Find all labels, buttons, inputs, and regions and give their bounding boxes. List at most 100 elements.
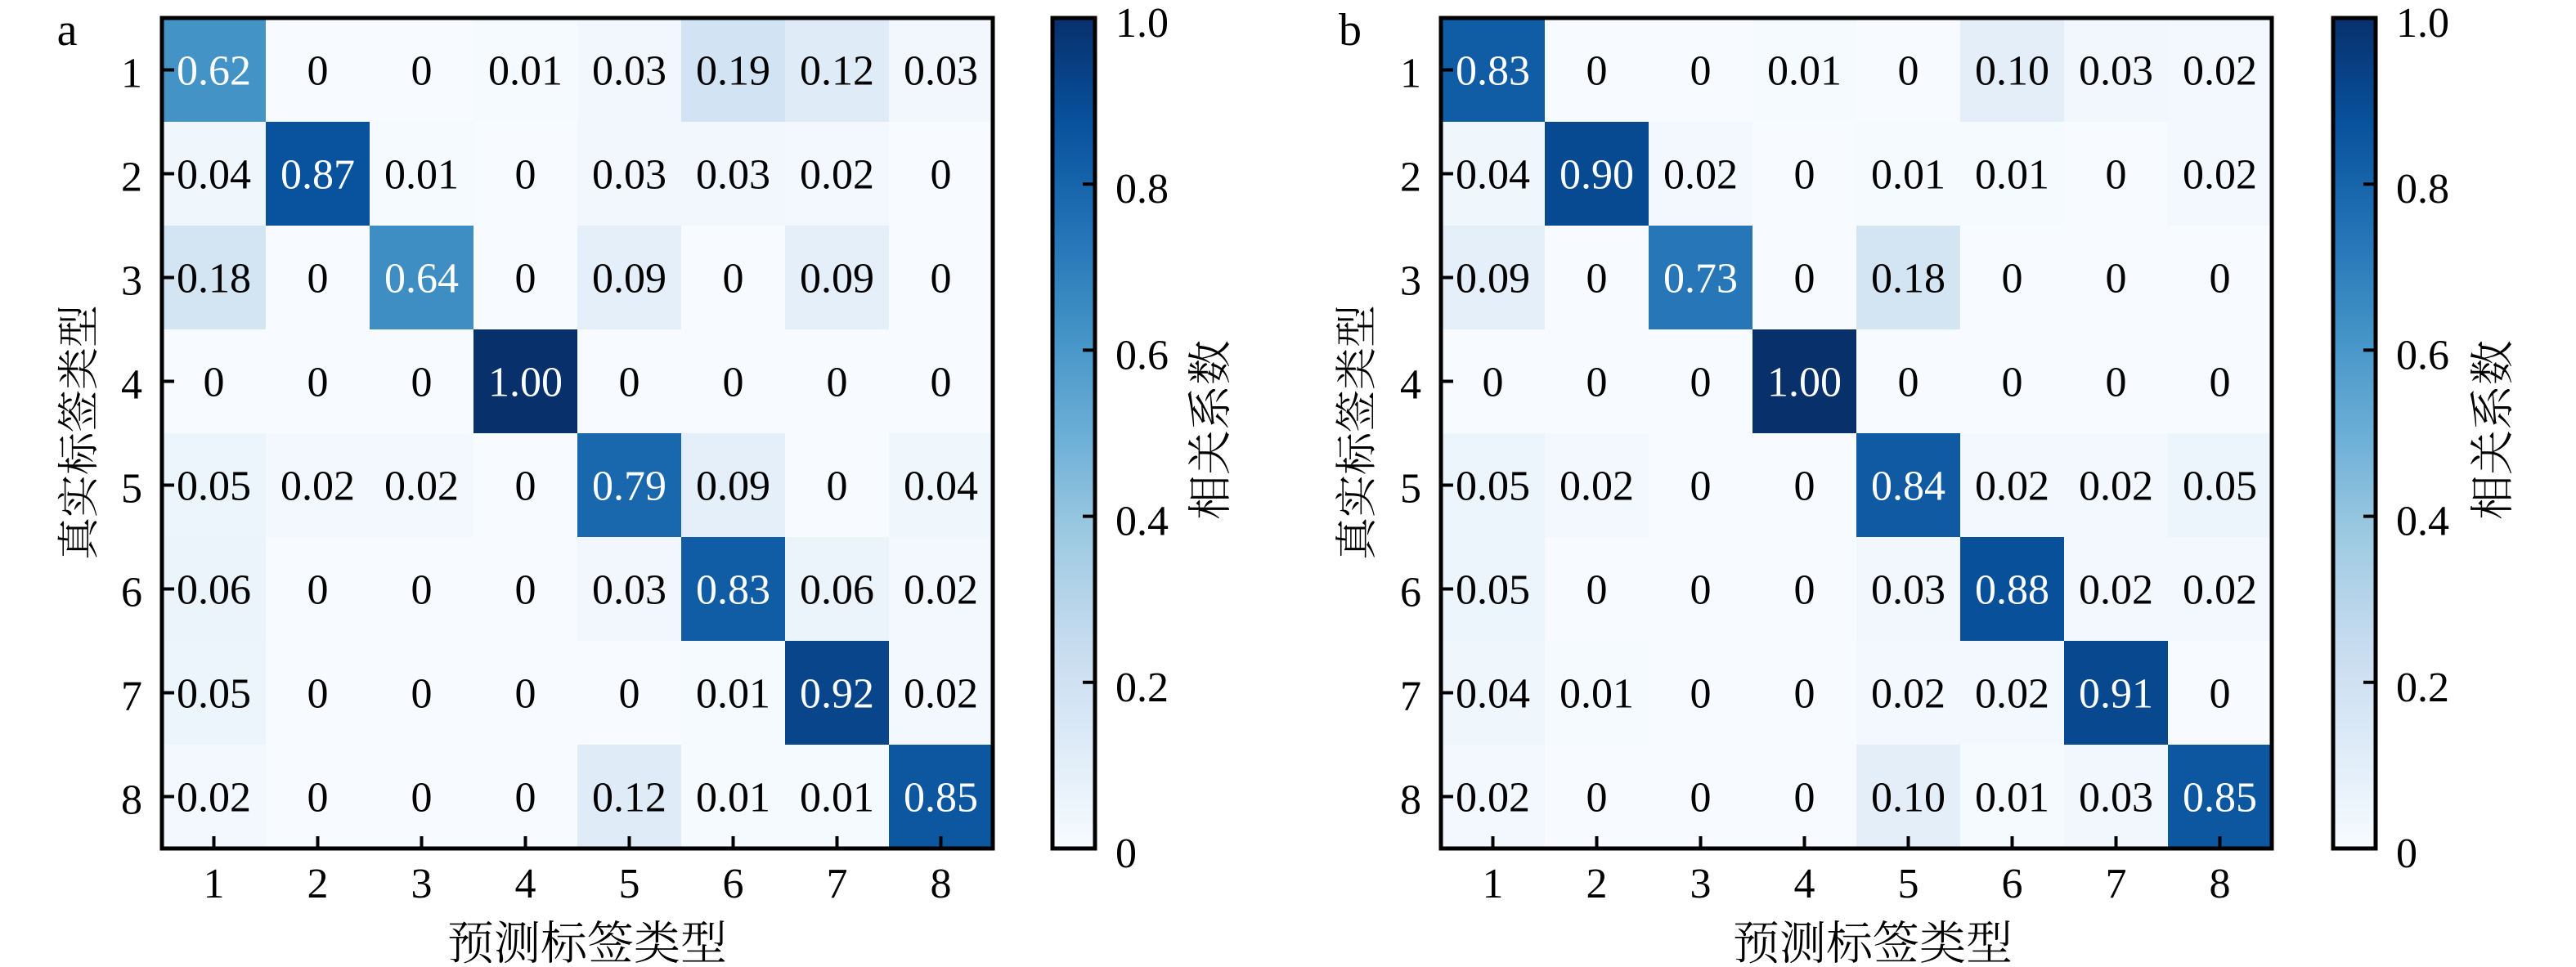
- svg-text:4: 4: [1400, 362, 1421, 409]
- svg-text:0.05: 0.05: [2183, 463, 2257, 510]
- svg-text:0: 0: [2210, 256, 2231, 302]
- svg-text:0.79: 0.79: [592, 463, 666, 510]
- svg-text:7: 7: [827, 861, 848, 907]
- svg-text:0: 0: [307, 48, 329, 95]
- svg-text:0.03: 0.03: [592, 567, 666, 614]
- svg-text:0.09: 0.09: [696, 463, 770, 510]
- svg-text:0: 0: [2106, 256, 2127, 302]
- svg-text:0.09: 0.09: [800, 256, 874, 302]
- svg-text:0: 0: [411, 775, 433, 822]
- svg-text:0.02: 0.02: [384, 463, 459, 510]
- svg-text:0: 0: [515, 567, 536, 614]
- svg-text:0: 0: [2002, 360, 2023, 406]
- svg-text:1.00: 1.00: [1767, 360, 1842, 406]
- svg-text:0.01: 0.01: [1975, 775, 2049, 822]
- svg-text:0.2: 0.2: [2396, 665, 2449, 711]
- svg-text:7: 7: [1400, 674, 1421, 720]
- svg-text:1.0: 1.0: [1115, 0, 1169, 47]
- svg-text:0.04: 0.04: [904, 463, 978, 510]
- svg-text:0.62: 0.62: [177, 48, 251, 95]
- svg-text:4: 4: [121, 362, 142, 409]
- svg-text:0.87: 0.87: [280, 152, 355, 199]
- svg-text:0.04: 0.04: [1456, 152, 1530, 199]
- svg-text:0: 0: [1898, 48, 1919, 95]
- svg-text:0.03: 0.03: [904, 48, 978, 95]
- svg-text:0.01: 0.01: [1871, 152, 1945, 199]
- svg-text:6: 6: [723, 861, 744, 907]
- svg-text:0: 0: [1586, 48, 1608, 95]
- svg-text:0.83: 0.83: [696, 567, 770, 614]
- svg-text:0.02: 0.02: [800, 152, 874, 199]
- svg-text:0.6: 0.6: [1115, 332, 1169, 378]
- svg-text:0.02: 0.02: [904, 671, 978, 718]
- svg-text:0.85: 0.85: [2183, 775, 2257, 822]
- svg-text:0: 0: [515, 256, 536, 302]
- svg-text:0: 0: [411, 567, 433, 614]
- svg-text:0: 0: [204, 360, 225, 406]
- svg-text:0: 0: [307, 671, 329, 718]
- svg-text:0.04: 0.04: [177, 152, 251, 199]
- svg-text:0: 0: [1794, 567, 1815, 614]
- svg-text:3: 3: [411, 861, 433, 907]
- svg-text:0.12: 0.12: [800, 48, 874, 95]
- svg-text:0: 0: [307, 775, 329, 822]
- svg-text:0: 0: [2106, 360, 2127, 406]
- svg-text:8: 8: [121, 777, 142, 824]
- svg-text:0: 0: [1586, 360, 1608, 406]
- svg-text:0: 0: [2106, 152, 2127, 199]
- svg-text:0.18: 0.18: [177, 256, 251, 302]
- svg-text:5: 5: [1400, 466, 1421, 513]
- svg-text:8: 8: [1400, 777, 1421, 824]
- svg-text:0: 0: [1794, 256, 1815, 302]
- svg-text:0: 0: [619, 671, 640, 718]
- svg-text:0: 0: [1794, 463, 1815, 510]
- svg-text:0.88: 0.88: [1975, 567, 2049, 614]
- svg-text:0: 0: [1690, 567, 1712, 614]
- svg-text:0.03: 0.03: [592, 152, 666, 199]
- svg-text:0.73: 0.73: [1663, 256, 1738, 302]
- svg-text:0.91: 0.91: [2079, 671, 2153, 718]
- svg-text:0.02: 0.02: [280, 463, 355, 510]
- svg-text:0.09: 0.09: [1456, 256, 1530, 302]
- svg-text:0.01: 0.01: [1975, 152, 2049, 199]
- svg-text:0.02: 0.02: [1456, 775, 1530, 822]
- svg-text:0.06: 0.06: [177, 567, 251, 614]
- svg-text:0: 0: [411, 671, 433, 718]
- svg-text:b: b: [1339, 5, 1362, 56]
- svg-text:0: 0: [827, 360, 848, 406]
- svg-text:0.02: 0.02: [2183, 152, 2257, 199]
- svg-text:1: 1: [204, 861, 225, 907]
- svg-text:3: 3: [121, 258, 142, 305]
- svg-text:0: 0: [1586, 256, 1608, 302]
- svg-text:0: 0: [723, 360, 744, 406]
- svg-text:7: 7: [121, 674, 142, 720]
- svg-text:0: 0: [2210, 360, 2231, 406]
- svg-text:0.06: 0.06: [800, 567, 874, 614]
- svg-text:0: 0: [931, 256, 952, 302]
- svg-text:0.04: 0.04: [1456, 671, 1530, 718]
- svg-text:5: 5: [1898, 861, 1919, 907]
- svg-text:0.02: 0.02: [2079, 463, 2153, 510]
- svg-text:0: 0: [1115, 830, 1137, 877]
- svg-text:0.10: 0.10: [1975, 48, 2049, 95]
- svg-text:0.8: 0.8: [1115, 166, 1169, 213]
- svg-text:4: 4: [515, 861, 536, 907]
- svg-text:0: 0: [1794, 152, 1815, 199]
- svg-text:2: 2: [1586, 861, 1608, 907]
- svg-text:0.05: 0.05: [1456, 567, 1530, 614]
- svg-text:0: 0: [411, 48, 433, 95]
- svg-text:3: 3: [1690, 861, 1712, 907]
- svg-text:0.85: 0.85: [904, 775, 978, 822]
- svg-text:0: 0: [931, 360, 952, 406]
- svg-text:0: 0: [307, 256, 329, 302]
- svg-text:0.01: 0.01: [696, 671, 770, 718]
- svg-text:0.02: 0.02: [1560, 463, 1634, 510]
- svg-text:6: 6: [121, 570, 142, 616]
- svg-text:8: 8: [931, 861, 952, 907]
- svg-text:0: 0: [2002, 256, 2023, 302]
- svg-text:5: 5: [619, 861, 640, 907]
- svg-text:a: a: [57, 5, 78, 56]
- svg-text:0: 0: [1483, 360, 1504, 406]
- svg-text:0.83: 0.83: [1456, 48, 1530, 95]
- svg-text:0: 0: [1690, 671, 1712, 718]
